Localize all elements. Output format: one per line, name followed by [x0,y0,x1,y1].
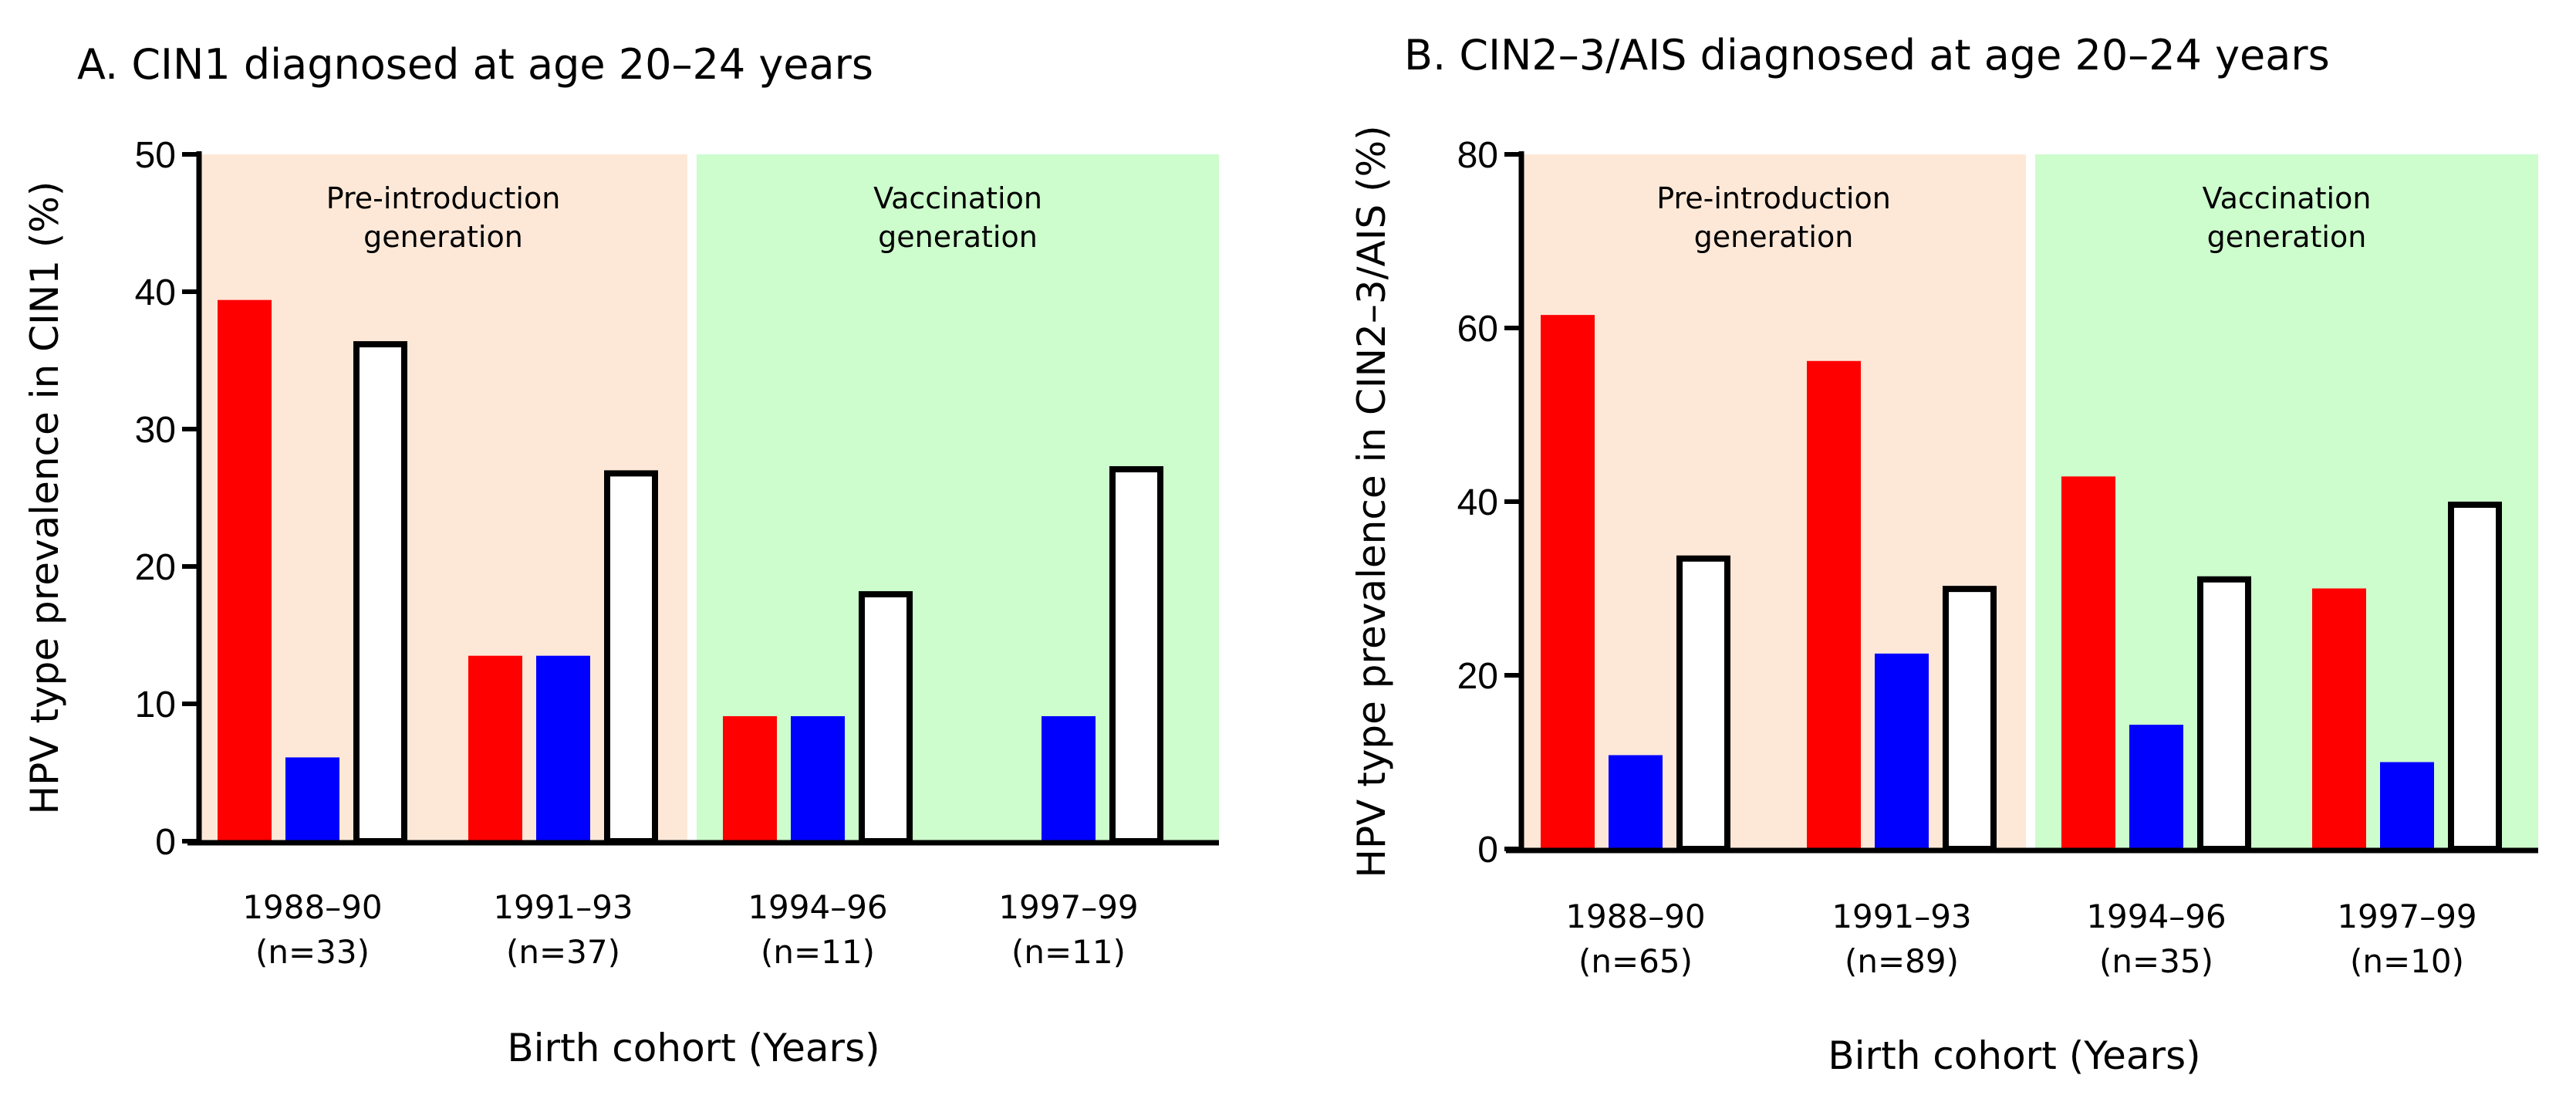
region-label-line1: Pre-introduction [326,181,561,215]
bar-red-4 [2312,588,2366,849]
x-category-label: 1994–96 [2086,898,2226,935]
y-tick-label: 20 [1457,656,1498,697]
bar-white-4 [2448,502,2502,852]
bar-white-3 [2197,576,2251,852]
x-category-count: (n=89) [1845,942,1959,980]
x-axis-title: Birth cohort (Years) [1828,1033,2200,1078]
y-tick-label: 50 [135,135,176,176]
bar-blue-1 [285,757,339,841]
bar-white-1 [1676,555,1730,852]
x-axis-title: Birth cohort (Years) [507,1026,879,1070]
y-axis-title: HPV type prevalence in CIN2–3/AIS (%) [1349,125,1394,877]
bar-red-2 [468,655,522,841]
x-category-count: (n=65) [1578,942,1693,980]
x-category-label: 1991–93 [493,888,633,926]
bar-white-4 [1109,466,1163,844]
x-category-count: (n=33) [255,933,370,971]
x-category-label: 1988–90 [1565,898,1705,935]
y-tick-label: 80 [1457,135,1498,176]
bar-red-1 [1541,315,1595,849]
bar-red-3 [2061,476,2115,849]
region-label-line1: Pre-introduction [1656,181,1891,215]
bar-white-3 [859,591,913,844]
bar-blue-4 [2380,762,2434,849]
bar-blue-3 [2129,725,2183,849]
panel-a: Pre-introduction generation Vaccination gen… [22,40,1219,1070]
x-category-count: (n=37) [506,933,620,971]
region-label-line1: Vaccination [2203,181,2372,215]
bar-blue-2 [1875,653,1929,849]
bar-red-1 [218,299,272,841]
bar-blue-3 [791,716,845,841]
y-tick-label: 20 [135,547,176,588]
region-background-pre-introduction [1521,154,2026,849]
y-tick-label: 0 [1477,830,1498,871]
panel-title: A. CIN1 diagnosed at age 20–24 years [77,40,873,89]
y-tick-label: 30 [135,410,176,451]
region-label-line2: generation [2207,220,2367,254]
panel-title: B. CIN2–3/AIS diagnosed at age 20–24 yea… [1404,31,2330,79]
bar-blue-4 [1042,716,1096,841]
x-category-label: 1988–90 [242,888,382,926]
y-axis-title: HPV type prevalence in CIN1 (%) [22,181,67,815]
bar-white-1 [353,341,407,844]
x-category-label: 1994–96 [748,888,887,926]
y-tick-label: 40 [1457,482,1498,523]
bar-white-2 [1943,586,1997,852]
x-category-label: 1997–99 [998,888,1138,926]
region-label-line2: generation [363,220,523,254]
y-tick-label: 40 [135,272,176,313]
region-label-line2: generation [878,220,1038,254]
x-category-count: (n=10) [2350,942,2464,980]
bar-white-2 [604,470,658,845]
y-tick-label: 60 [1457,309,1498,350]
panel-b: Pre-introduction generation Vaccination gen… [1349,31,2538,1078]
x-category-count: (n=35) [2099,942,2213,980]
x-category-label: 1991–93 [1832,898,1971,935]
bar-blue-2 [536,655,590,841]
y-tick-label: 0 [155,822,176,863]
x-category-count: (n=11) [761,933,875,971]
y-tick-label: 10 [135,685,176,725]
bar-blue-1 [1609,755,1663,849]
x-category-count: (n=11) [1011,933,1126,971]
bar-red-2 [1807,360,1861,849]
region-label-line2: generation [1694,220,1854,254]
region-label-line1: Vaccination [873,181,1042,215]
bar-red-3 [723,716,777,841]
x-category-label: 1997–99 [2337,898,2476,935]
